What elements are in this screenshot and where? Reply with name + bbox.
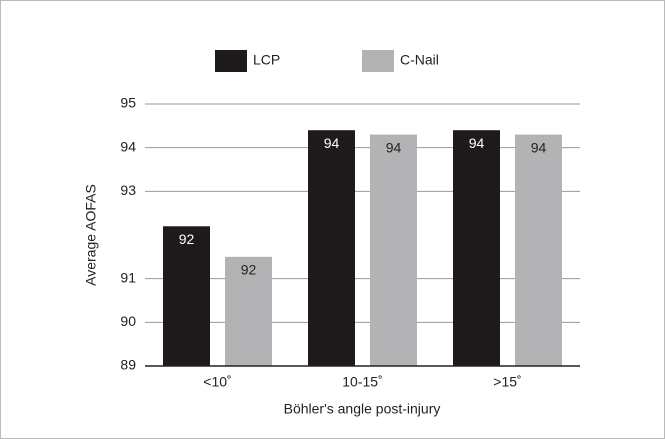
legend-label: LCP xyxy=(253,52,280,68)
legend-label: C-Nail xyxy=(400,52,439,68)
bar xyxy=(163,226,210,366)
x-tick-label: >15˚ xyxy=(493,374,521,390)
y-tick-label: 91 xyxy=(120,269,136,285)
bar xyxy=(308,130,355,366)
y-tick-label: 89 xyxy=(120,357,136,373)
y-tick-label: 93 xyxy=(120,182,136,198)
legend-swatch xyxy=(362,50,394,72)
bar xyxy=(515,134,562,366)
legend-swatch xyxy=(215,50,247,72)
x-tick-label: 10-15˚ xyxy=(342,374,382,390)
data-label: 94 xyxy=(324,135,340,151)
bar xyxy=(453,130,500,366)
y-tick-label: 94 xyxy=(120,138,136,154)
bar xyxy=(225,256,272,366)
y-tick-label: 90 xyxy=(120,313,136,329)
x-axis-label: Böhler's angle post-injury xyxy=(284,401,441,417)
data-label: 94 xyxy=(531,139,547,155)
x-tick-label: <10˚ xyxy=(203,374,231,390)
data-label: 92 xyxy=(241,262,257,278)
y-axis-label: Average AOFAS xyxy=(83,184,99,286)
y-tick-label: 95 xyxy=(120,95,136,111)
data-label: 94 xyxy=(469,135,485,151)
bar xyxy=(370,134,417,366)
data-label: 94 xyxy=(386,139,402,155)
data-label: 92 xyxy=(179,231,195,247)
